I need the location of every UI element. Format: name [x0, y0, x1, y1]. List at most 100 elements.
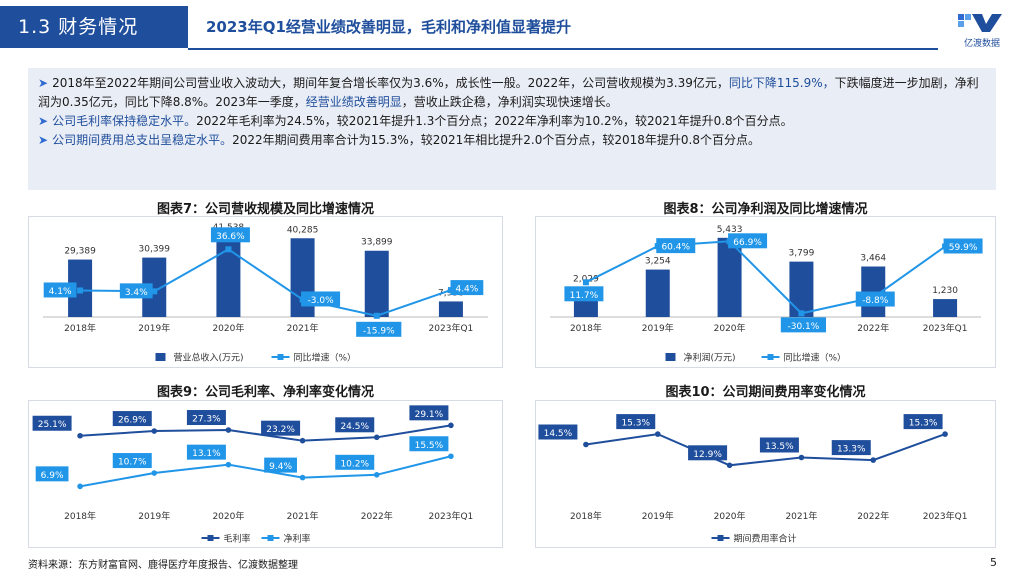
bar-value-label: 3,464 [860, 254, 886, 264]
series-label-1: 10.7% [118, 458, 147, 468]
series-label-0-bg [688, 445, 728, 461]
series-label-1-bg [335, 454, 375, 470]
x-tick-label: 2021年 [287, 510, 319, 522]
series-point-0 [151, 428, 158, 434]
summary-bullet-3: ➤ 公司期间费用总支出呈稳定水平。2022年期间费用率合计为15.3%，较2021… [38, 133, 760, 147]
legend-marker-1 [767, 354, 774, 360]
bar [717, 237, 742, 317]
series-point-1 [77, 483, 83, 490]
series-label-1: 10.2% [340, 459, 369, 469]
chart-9-svg: 25.1% 26.9% 27.3% 23.2% 24.5% 29.1% 6.9% 10.7% 1… [32, 405, 474, 545]
x-tick-label: 2020年 [714, 510, 746, 522]
summary-panel: ➤ 2018年至2022年期间公司营业收入波动大，期间年复合增长率仅为3.6%，成… [28, 68, 996, 190]
series-point-0 [870, 457, 877, 463]
series-point-0 [299, 437, 306, 444]
series-label-1: 15.5% [415, 441, 444, 451]
growth-label: 4.1% [49, 287, 72, 297]
chart-7-title: 图表7：公司营收规模及同比增速情况 [156, 202, 375, 217]
brand-logo: 亿渡数据 [958, 14, 1002, 49]
series-label-0-bg [409, 405, 449, 421]
growth-label-bg [43, 282, 77, 298]
legend-label-1: 同比增速（%） [784, 352, 847, 364]
x-tick-label: 2019年 [642, 510, 674, 522]
bar [438, 301, 463, 317]
x-tick-label: 2023年Q1 [923, 322, 968, 334]
bar [789, 261, 814, 317]
series-point-0 [798, 454, 805, 461]
x-tick-label: 2021年 [785, 510, 817, 522]
series-point-0 [373, 434, 380, 441]
series-label-0: 13.3% [837, 445, 866, 455]
x-tick-label: 2023年Q1 [923, 510, 968, 522]
summary-bullet-1: ➤ 2018年至2022年期间公司营业收入波动大，期间年复合增长率仅为3.6%，成… [38, 76, 979, 109]
series-label-0-bg [831, 440, 871, 456]
bar-value-label: 5,433 [717, 225, 743, 235]
arrow-icon: ➤ [38, 114, 49, 128]
growth-point [373, 312, 380, 319]
x-tick-label: 2018年 [64, 322, 96, 334]
series-label-0-bg [759, 437, 799, 453]
growth-point [798, 310, 805, 317]
x-tick-label: 2022年 [361, 510, 393, 522]
series-point-0 [726, 462, 733, 469]
series-label-0-bg [335, 417, 375, 433]
bar-value-label: 3,254 [645, 257, 671, 267]
series-label-0: 15.3% [621, 419, 650, 429]
bar [364, 250, 389, 317]
growth-label: 60.4% [661, 243, 690, 253]
series-point-0 [654, 431, 661, 437]
x-tick-label: 2023年Q1 [429, 322, 474, 334]
chart-10-svg: 14.5% 15.3% 12.9% 13.5% 13.3% 15.3% 2018年 2019年… [538, 414, 968, 545]
series-point-0 [225, 427, 232, 433]
series-point-0 [942, 431, 948, 437]
series-point-1 [225, 461, 232, 468]
x-tick-label: 2020年 [212, 510, 244, 522]
legend-label-0: 毛利率 [224, 533, 251, 545]
growth-label-bg [943, 238, 983, 254]
series-label-1-bg [186, 444, 226, 460]
page-header: 1.3 财务情况 2023年Q1经营业绩改善明显，毛利和净利值显著提升 亿渡数据 [0, 0, 1024, 64]
chart-10: 14.5% 15.3% 12.9% 13.5% 13.3% 15.3% 2018年 2019年… [535, 400, 996, 548]
growth-label: -30.1% [787, 322, 819, 332]
bar-value-label: 3,799 [789, 249, 815, 259]
legend-label-1: 同比增速（%） [294, 352, 357, 364]
series-point-0 [448, 422, 454, 429]
series-point-1 [151, 470, 158, 476]
legend-marker-1 [267, 535, 274, 541]
series-label-1: 9.4% [269, 462, 292, 472]
legend-marker-1 [277, 354, 284, 360]
legend-swatch-0 [155, 353, 166, 361]
x-tick-label: 2019年 [642, 322, 674, 334]
series-label-0: 25.1% [38, 420, 67, 430]
growth-point [151, 288, 158, 295]
x-tick-label: 2023年Q1 [429, 510, 474, 522]
growth-point [225, 246, 232, 253]
series-label-0: 12.9% [693, 450, 722, 460]
chart-8-svg: 2,0292018年3,2542019年5,4332020年3,7992021年… [550, 225, 983, 364]
summary-bullet-2: ➤ 公司毛利率保持稳定水平。2022年毛利率为24.5%，较2021年提升1.3个… [38, 114, 793, 128]
bar [645, 269, 670, 317]
growth-label-bg [855, 291, 895, 307]
growth-label-bg [356, 321, 402, 337]
series-label-0: 23.2% [266, 425, 295, 435]
growth-label: 3.4% [125, 288, 148, 298]
series-point-1 [448, 453, 454, 460]
legend-label-0: 期间费用率合计 [734, 533, 797, 545]
series-label-0-bg [903, 414, 943, 430]
bar-value-label: 1,230 [932, 286, 958, 296]
series-label-0-bg [112, 411, 152, 427]
series-label-0: 14.5% [544, 429, 573, 439]
page-number: 5 [990, 556, 997, 569]
bar-value-label: 29,389 [64, 247, 96, 257]
series-point-0 [583, 441, 589, 448]
logo-text: 亿渡数据 [964, 37, 1000, 49]
chart-7: 29,3892018年30,3992019年41,5382020年40,2852… [28, 216, 503, 368]
x-tick-label: 2019年 [138, 510, 170, 522]
x-tick-label: 2021年 [287, 322, 319, 334]
series-label-1-bg [409, 436, 449, 452]
series-point-1 [373, 472, 380, 478]
growth-label-bg [728, 233, 768, 249]
series-label-0: 29.1% [415, 410, 444, 420]
x-tick-label: 2018年 [64, 510, 96, 522]
legend-label-0: 营业总收入(万元) [174, 352, 244, 364]
